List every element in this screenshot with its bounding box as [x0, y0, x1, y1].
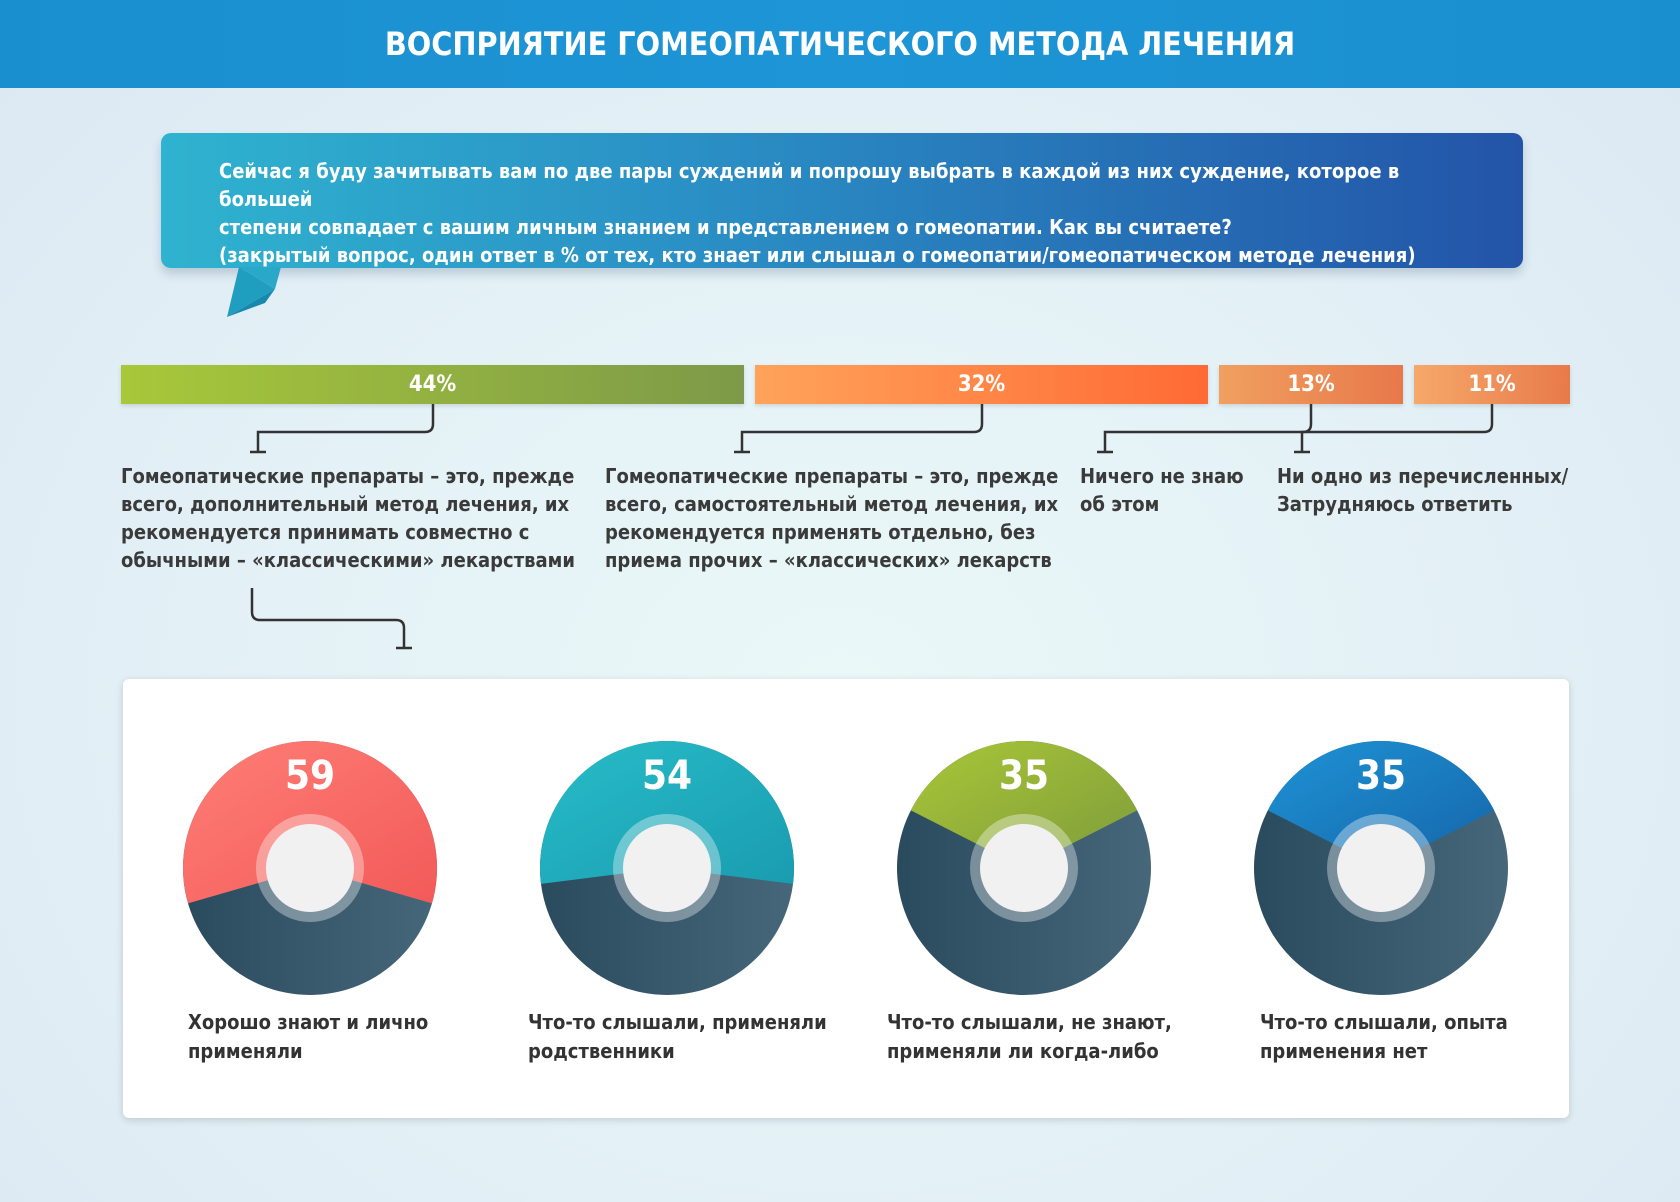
- donut-hole: [980, 824, 1068, 912]
- donut-chart: 35: [897, 741, 1151, 995]
- bar-segment: 32%: [755, 365, 1208, 404]
- donut-hole: [266, 824, 354, 912]
- donut-slice: [1267, 741, 1495, 868]
- header-banner: ВОСПРИЯТИЕ ГОМЕОПАТИЧЕСКОГО МЕТОДА ЛЕЧЕН…: [0, 0, 1680, 88]
- option-line: всего, самостоятельный метод лечения, их: [605, 492, 1059, 516]
- donut-caption-line: применения нет: [1260, 1039, 1428, 1063]
- donut-hole: [1337, 824, 1425, 912]
- option-line: об этом: [1080, 492, 1160, 516]
- donut-caption: Что-то слышали, не знают, применяли ли ко…: [887, 1008, 1172, 1066]
- option-line: приема прочих – «классических» лекарств: [605, 548, 1052, 572]
- donut-slice: [540, 741, 794, 884]
- option-line: Затрудняюсь ответить: [1277, 492, 1513, 516]
- bar-value-label: 44%: [408, 372, 457, 397]
- question-line: степени совпадает с вашим личным знанием…: [219, 215, 1232, 239]
- donut-hole: [623, 824, 711, 912]
- option-text: Ничего не знаю об этом: [1080, 462, 1244, 518]
- speech-tail-icon: [227, 267, 281, 317]
- option-line: Гомеопатические препараты – это, прежде: [121, 464, 575, 488]
- option-line: рекомендуется принимать совместно с: [121, 520, 530, 544]
- connector-line: [250, 404, 435, 454]
- donut-value-label: 54: [642, 753, 692, 799]
- option-line: Ни одно из перечисленных/: [1277, 464, 1569, 488]
- donut-caption: Что-то слышали, применяли родственники: [528, 1008, 827, 1066]
- option-line: Ничего не знаю: [1080, 464, 1244, 488]
- question-line: (закрытый вопрос, один ответ в % от тех,…: [219, 243, 1416, 267]
- option-line: всего, дополнительный метод лечения, их: [121, 492, 570, 516]
- bar-segment: 11%: [1414, 365, 1570, 404]
- donut-caption: Хорошо знают и лично применяли: [188, 1008, 428, 1066]
- option-line: Гомеопатические препараты – это, прежде: [605, 464, 1059, 488]
- question-text: Сейчас я буду зачитывать вам по две пары…: [219, 157, 1479, 269]
- donut-caption-line: родственники: [528, 1039, 675, 1063]
- connector-line: [1294, 404, 1494, 454]
- option-line: рекомендуется применять отдельно, без: [605, 520, 1036, 544]
- bar-segment: 44%: [121, 365, 744, 404]
- bar-segment: 13%: [1219, 365, 1403, 404]
- donut-value-label: 35: [999, 753, 1049, 799]
- connector-line: [250, 588, 412, 650]
- bar-value-label: 13%: [1287, 372, 1335, 397]
- donut-slice: [910, 741, 1138, 868]
- donut-caption-line: применяли ли когда-либо: [887, 1039, 1159, 1063]
- donut-slice: [183, 741, 437, 904]
- donut-value-label: 35: [1356, 753, 1406, 799]
- donut-chart: 35: [1254, 741, 1508, 995]
- question-bubble: Сейчас я буду зачитывать вам по две пары…: [161, 133, 1523, 268]
- donut-caption-line: Что-то слышали, опыта: [1260, 1010, 1508, 1034]
- donut-caption: Что-то слышали, опыта применения нет: [1260, 1008, 1508, 1066]
- connector-line: [734, 404, 984, 454]
- page-title: ВОСПРИЯТИЕ ГОМЕОПАТИЧЕСКОГО МЕТОДА ЛЕЧЕН…: [384, 25, 1296, 63]
- question-line: Сейчас я буду зачитывать вам по две пары…: [219, 159, 1400, 211]
- donut-caption-line: Что-то слышали, не знают,: [887, 1010, 1172, 1034]
- donut-caption-line: применяли: [188, 1039, 303, 1063]
- connector-line: [1097, 404, 1313, 454]
- option-line: обычными – «классическими» лекарствами: [121, 548, 575, 572]
- donut-chart: 59: [183, 741, 437, 995]
- donut-caption-line: Что-то слышали, применяли: [528, 1010, 827, 1034]
- option-text: Гомеопатические препараты – это, прежде в…: [121, 462, 575, 574]
- donut-value-label: 59: [285, 753, 335, 799]
- donut-caption-line: Хорошо знают и лично: [188, 1010, 429, 1034]
- option-text: Гомеопатические препараты – это, прежде в…: [605, 462, 1058, 574]
- bar-value-label: 11%: [1468, 372, 1516, 397]
- bar-value-label: 32%: [957, 372, 1006, 397]
- connector-lines: [250, 404, 1494, 650]
- option-text: Ни одно из перечисленных/Затрудняюсь отв…: [1277, 462, 1568, 518]
- donut-chart: 54: [540, 741, 794, 995]
